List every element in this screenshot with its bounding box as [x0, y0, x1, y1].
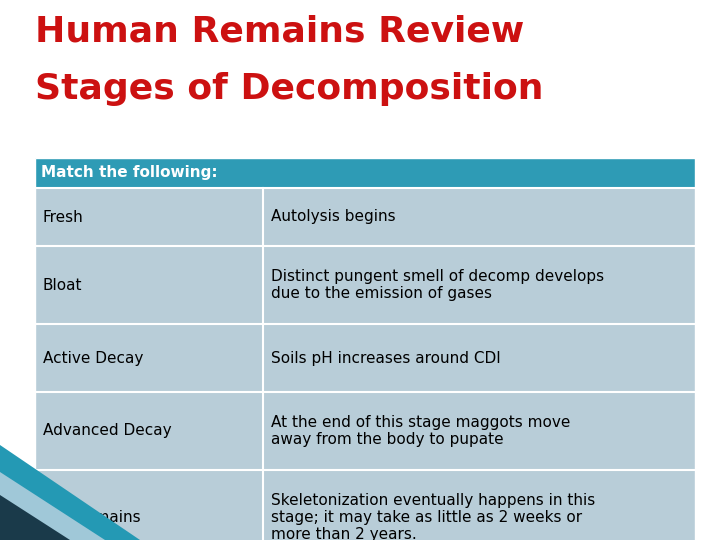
Text: Human Remains Review: Human Remains Review [35, 15, 524, 49]
Text: Autolysis begins: Autolysis begins [271, 210, 395, 225]
FancyBboxPatch shape [35, 246, 695, 324]
Text: Advanced Decay: Advanced Decay [43, 423, 171, 438]
Polygon shape [0, 445, 140, 540]
FancyBboxPatch shape [35, 158, 695, 188]
Text: Soils pH increases around CDI: Soils pH increases around CDI [271, 350, 500, 366]
Text: Skeletonization eventually happens in this
stage; it may take as little as 2 wee: Skeletonization eventually happens in th… [271, 492, 595, 540]
Text: Bloat: Bloat [43, 278, 83, 293]
Text: Fresh: Fresh [43, 210, 84, 225]
Polygon shape [0, 472, 105, 540]
Text: Active Decay: Active Decay [43, 350, 143, 366]
Text: Match the following:: Match the following: [41, 165, 217, 180]
FancyBboxPatch shape [35, 188, 695, 246]
Text: Distinct pungent smell of decomp develops
due to the emission of gases: Distinct pungent smell of decomp develop… [271, 269, 604, 301]
FancyBboxPatch shape [35, 470, 695, 540]
Polygon shape [0, 495, 70, 540]
Text: At the end of this stage maggots move
away from the body to pupate: At the end of this stage maggots move aw… [271, 415, 570, 447]
Text: Dry Remains: Dry Remains [43, 510, 140, 525]
Text: Stages of Decomposition: Stages of Decomposition [35, 72, 544, 106]
FancyBboxPatch shape [35, 324, 695, 392]
FancyBboxPatch shape [35, 392, 695, 470]
